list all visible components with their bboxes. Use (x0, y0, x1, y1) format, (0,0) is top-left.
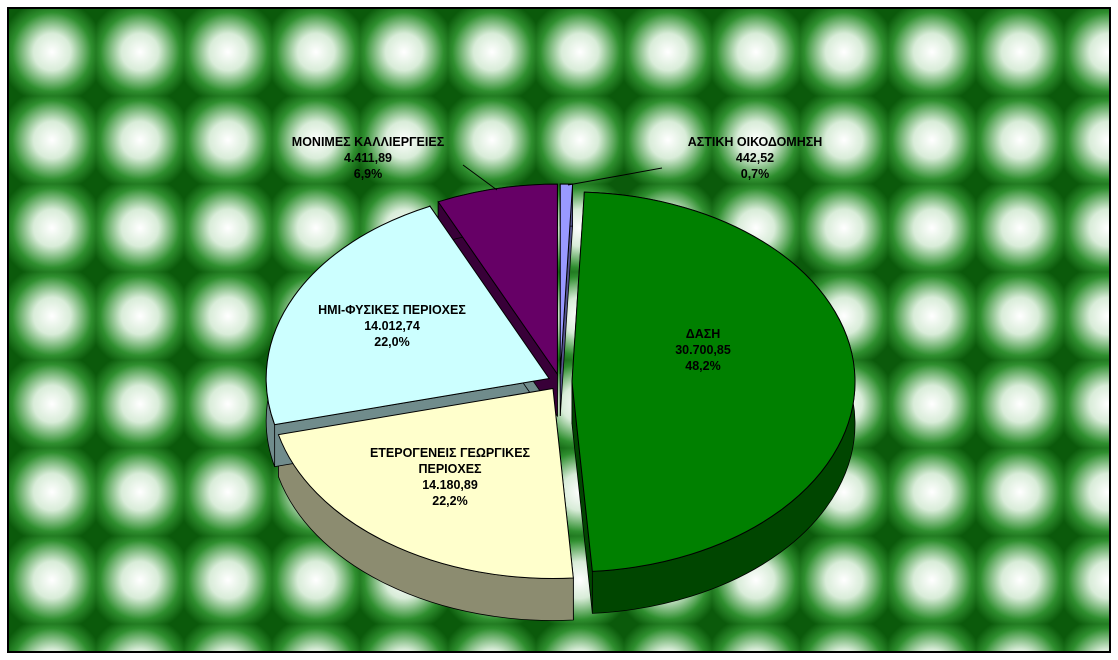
slice (437, 183, 558, 376)
category-label: ΕΤΕΡΟΓΕΝΕΙΣ ΓΕΩΡΓΙΚΕΣ ΠΕΡΙΟΧΕΣ (369, 446, 531, 476)
category-label: ΔΑΣΗ (685, 327, 721, 341)
value-label: 4.411,89 (344, 151, 392, 165)
value-label: 14.180,89 (422, 478, 478, 492)
percentage-label: 22,0% (374, 335, 410, 349)
category-label: ΑΣΤΙΚΗ ΟΙΚΟΔΟΜΗΣΗ (687, 135, 823, 149)
slice-label: ΕΤΕΡΟΓΕΝΕΙΣ ΓΕΩΡΓΙΚΕΣ ΠΕΡΙΟΧΕΣ 14.180,89 2… (340, 445, 560, 509)
slice-label: ΔΑΣΗ 30.700,85 48,2% (675, 326, 731, 374)
slice-label: ΜΟΝΙΜΕΣ ΚΑΛΛΙΕΡΓΕΙΕΣ 4.411,89 6,9% (292, 134, 444, 182)
slice (571, 191, 856, 572)
slice (265, 205, 551, 426)
percentage-label: 22,2% (432, 494, 468, 508)
value-label: 442,52 (735, 151, 775, 165)
category-label: ΜΟΝΙΜΕΣ ΚΑΛΛΙΕΡΓΕΙΕΣ (291, 135, 445, 149)
percentage-label: 0,7% (740, 167, 770, 181)
slice-label: ΑΣΤΙΚΗ ΟΙΚΟΔΟΜΗΣΗ 442,52 0,7% (688, 134, 823, 182)
slice (277, 387, 574, 579)
category-label: ΗΜΙ-ΦΥΣΙΚΕΣ ΠΕΡΙΟΧΕΣ (318, 303, 466, 317)
slice-label: ΗΜΙ-ΦΥΣΙΚΕΣ ΠΕΡΙΟΧΕΣ 14.012,74 22,0% (318, 302, 466, 350)
leader-line (462, 164, 498, 191)
percentage-label: 6,9% (353, 167, 383, 181)
value-label: 14.012,74 (364, 319, 420, 333)
value-label: 30.700,85 (675, 343, 731, 357)
leader-line (567, 167, 663, 186)
percentage-label: 48,2% (685, 359, 721, 373)
